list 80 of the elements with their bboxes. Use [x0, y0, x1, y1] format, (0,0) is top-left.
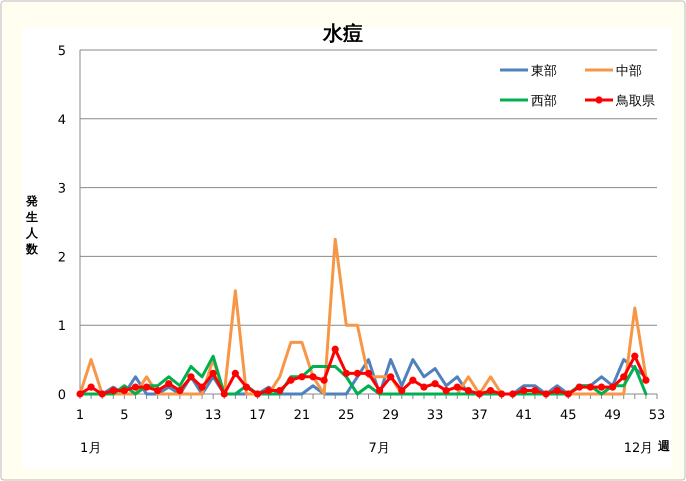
x-tick-label: 13 — [204, 408, 222, 423]
legend-label: 東部 — [531, 64, 557, 79]
point — [332, 346, 339, 353]
legend-label: 鳥取県 — [615, 94, 655, 109]
point — [320, 376, 328, 384]
point — [387, 373, 394, 380]
x-tick-label: 25 — [338, 408, 355, 423]
point — [120, 386, 128, 394]
point — [564, 390, 572, 398]
point — [420, 384, 428, 391]
point — [609, 384, 616, 391]
legend-label: 西部 — [531, 94, 557, 109]
point — [342, 370, 350, 377]
x-tick-label: 49 — [604, 408, 621, 423]
point — [187, 373, 195, 380]
point — [576, 384, 583, 391]
point — [287, 376, 294, 384]
point — [242, 384, 250, 391]
y-tick-label: 4 — [58, 112, 66, 128]
x-tick-label: 1 — [76, 408, 84, 423]
point — [232, 370, 239, 377]
y-tick-label: 3 — [58, 182, 66, 197]
x-tick-label: 53 — [648, 408, 666, 423]
point — [598, 384, 606, 391]
x-axis-title: 週 — [657, 439, 671, 453]
point — [309, 373, 317, 380]
x-tick-label: 5 — [120, 408, 129, 423]
text: 1月 — [80, 441, 102, 456]
y-tick-label: 0 — [58, 388, 66, 403]
y-tick-label: 5 — [58, 44, 66, 59]
point — [132, 384, 140, 391]
point — [486, 386, 494, 394]
point — [298, 373, 306, 380]
point — [476, 390, 484, 398]
text: 7月 — [368, 441, 390, 456]
x-tick-label: 21 — [294, 408, 310, 423]
point — [354, 370, 362, 377]
y-tick-label: 1 — [58, 319, 66, 334]
point — [142, 384, 150, 391]
point — [554, 386, 561, 394]
y-tick-label: 2 — [58, 250, 66, 266]
point — [454, 384, 461, 391]
point — [210, 370, 217, 377]
x-tick-label: 45 — [560, 408, 577, 423]
point — [110, 386, 117, 394]
point — [154, 386, 162, 394]
point — [165, 380, 172, 388]
point — [442, 386, 450, 394]
point — [276, 386, 284, 394]
point — [398, 386, 406, 394]
point — [620, 373, 628, 380]
point — [176, 386, 184, 394]
x-tick-label: 37 — [471, 408, 488, 423]
text: 12月 — [624, 441, 654, 456]
x-tick-label: 33 — [426, 408, 444, 423]
point — [376, 386, 384, 394]
point — [87, 384, 95, 391]
point — [586, 384, 594, 391]
point — [98, 390, 106, 398]
x-tick-label: 41 — [516, 408, 532, 423]
point — [509, 390, 516, 398]
point — [642, 376, 650, 384]
y-axis-title: 発生人数 — [25, 194, 39, 256]
point — [531, 386, 539, 394]
point — [542, 390, 550, 398]
point — [520, 386, 528, 394]
point — [364, 370, 372, 377]
point — [431, 380, 439, 388]
chart-title: 水痘 — [322, 21, 363, 45]
point — [254, 390, 262, 398]
point — [220, 390, 228, 398]
point — [464, 386, 472, 394]
x-tick-label: 29 — [382, 408, 399, 423]
point — [265, 386, 272, 394]
x-tick-label: 17 — [249, 408, 266, 423]
x-tick-label: 9 — [164, 408, 173, 423]
legend-label: 中部 — [616, 64, 642, 79]
point — [498, 390, 506, 398]
point — [409, 376, 416, 384]
point — [198, 384, 206, 391]
